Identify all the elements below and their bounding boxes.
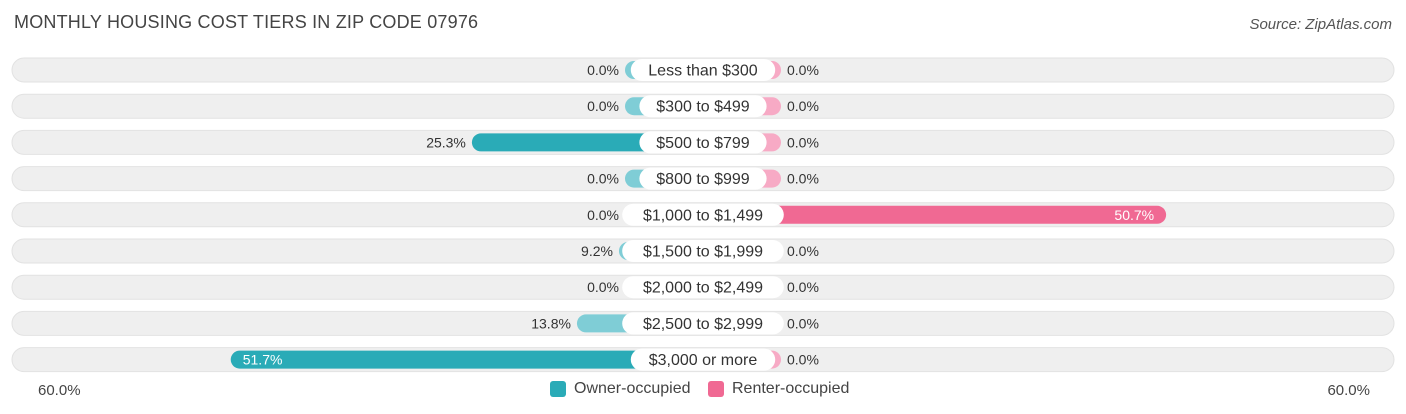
renter-value-label: 0.0% bbox=[787, 62, 819, 78]
legend-item-owner: Owner-occupied bbox=[550, 380, 691, 398]
category-label: $300 to $499 bbox=[656, 99, 750, 116]
category-pill bbox=[639, 167, 767, 190]
category-label: $1,500 to $1,999 bbox=[643, 244, 763, 261]
owner-value-label: 51.7% bbox=[243, 352, 283, 368]
category-pill bbox=[622, 203, 784, 226]
renter-value-label: 0.0% bbox=[787, 279, 819, 295]
axis-right-label: 60.0% bbox=[1327, 382, 1370, 399]
category-label: $800 to $999 bbox=[656, 171, 750, 188]
source-label: Source: ZipAtlas.com bbox=[1249, 16, 1392, 33]
renter-value-label: 0.0% bbox=[787, 243, 819, 259]
category-pill bbox=[622, 240, 784, 262]
legend-label-renter: Renter-occupied bbox=[732, 380, 850, 397]
legend-item-renter: Renter-occupied bbox=[708, 380, 849, 398]
owner-value-label: 0.0% bbox=[587, 279, 619, 295]
category-label: Less than $300 bbox=[648, 63, 758, 80]
legend-swatch-renter bbox=[708, 381, 724, 397]
category-pill bbox=[639, 95, 767, 118]
category-pill bbox=[639, 131, 767, 154]
category-label: $500 to $799 bbox=[656, 135, 750, 152]
category-pill bbox=[630, 59, 776, 81]
category-label: $2,000 to $2,499 bbox=[643, 280, 763, 297]
chart-title: MONTHLY HOUSING COST TIERS IN ZIP CODE 0… bbox=[14, 12, 479, 32]
category-label: $3,000 or more bbox=[649, 352, 758, 369]
renter-value-label: 50.7% bbox=[1114, 207, 1154, 223]
owner-bar bbox=[230, 350, 703, 369]
legend-swatch-owner bbox=[550, 381, 566, 397]
owner-value-label: 9.2% bbox=[581, 243, 613, 259]
owner-value-label: 25.3% bbox=[426, 134, 466, 150]
renter-value-label: 0.0% bbox=[787, 171, 819, 187]
axis-left-label: 60.0% bbox=[38, 382, 81, 399]
owner-value-label: 0.0% bbox=[587, 62, 619, 78]
renter-value-label: 0.0% bbox=[787, 134, 819, 150]
legend-label-owner: Owner-occupied bbox=[574, 380, 691, 397]
owner-value-label: 0.0% bbox=[587, 207, 619, 223]
category-pill bbox=[622, 312, 784, 335]
renter-value-label: 0.0% bbox=[787, 98, 819, 114]
category-label: $1,000 to $1,499 bbox=[643, 207, 763, 224]
renter-bar bbox=[703, 205, 1167, 224]
category-pill bbox=[622, 276, 784, 299]
owner-value-label: 13.8% bbox=[531, 315, 571, 331]
category-pill bbox=[630, 348, 776, 371]
renter-value-label: 0.0% bbox=[787, 352, 819, 368]
renter-value-label: 0.0% bbox=[787, 315, 819, 331]
category-label: $2,500 to $2,999 bbox=[643, 316, 763, 333]
owner-value-label: 0.0% bbox=[587, 98, 619, 114]
owner-value-label: 0.0% bbox=[587, 171, 619, 187]
